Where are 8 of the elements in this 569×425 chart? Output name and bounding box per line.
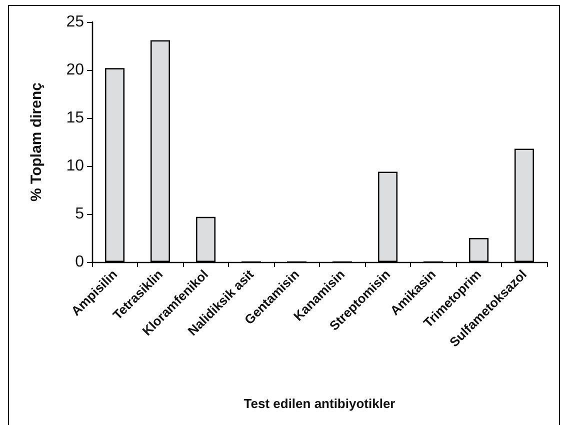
y-tick-label: 10 xyxy=(66,158,84,174)
y-tick-label: 15 xyxy=(66,110,84,126)
y-tick-label: 5 xyxy=(75,206,84,222)
y-axis-title: % Toplam direnç xyxy=(28,82,45,202)
y-tick-label: 20 xyxy=(66,62,84,78)
x-axis-title: Test edilen antibiyotikler xyxy=(244,396,396,411)
y-tick-label: 25 xyxy=(66,14,84,30)
y-tick-label: 0 xyxy=(75,254,84,270)
